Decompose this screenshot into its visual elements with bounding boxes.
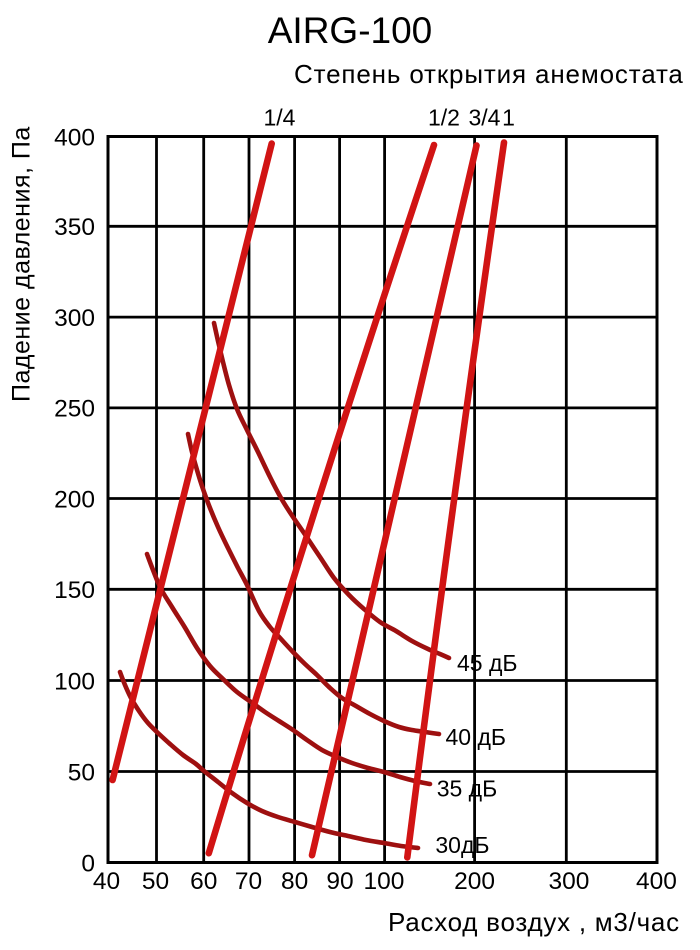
svg-text:Расход воздух , м3/час: Расход воздух , м3/час <box>388 907 680 937</box>
svg-text:0: 0 <box>81 850 95 877</box>
svg-text:70: 70 <box>235 868 262 895</box>
svg-text:300: 300 <box>54 305 95 332</box>
svg-text:1/2: 1/2 <box>428 105 460 131</box>
svg-text:350: 350 <box>54 214 95 241</box>
svg-text:80: 80 <box>281 868 308 895</box>
svg-text:100: 100 <box>54 668 95 695</box>
svg-text:35 дБ: 35 дБ <box>437 776 498 802</box>
svg-text:AIRG-100: AIRG-100 <box>268 10 433 51</box>
svg-text:200: 200 <box>454 868 495 895</box>
svg-text:1: 1 <box>502 105 515 131</box>
svg-text:100: 100 <box>364 868 405 895</box>
svg-text:300: 300 <box>549 868 590 895</box>
svg-text:1/4: 1/4 <box>264 105 296 131</box>
svg-text:40: 40 <box>93 868 120 895</box>
svg-text:60: 60 <box>190 868 217 895</box>
svg-text:30дБ: 30дБ <box>435 832 489 858</box>
svg-text:45 дБ: 45 дБ <box>457 650 518 676</box>
svg-text:Падение давления, Па: Падение давления, Па <box>8 126 36 402</box>
svg-text:50: 50 <box>68 759 95 786</box>
svg-text:400: 400 <box>54 124 95 151</box>
svg-text:Степень открытия анемостата: Степень открытия анемостата <box>294 59 684 89</box>
svg-text:200: 200 <box>54 486 95 513</box>
svg-text:150: 150 <box>54 577 95 604</box>
svg-text:250: 250 <box>54 396 95 423</box>
svg-text:40 дБ: 40 дБ <box>446 724 507 750</box>
svg-text:400: 400 <box>636 868 677 895</box>
svg-text:90: 90 <box>326 868 353 895</box>
svg-text:50: 50 <box>142 868 169 895</box>
svg-text:3/4: 3/4 <box>469 105 501 131</box>
